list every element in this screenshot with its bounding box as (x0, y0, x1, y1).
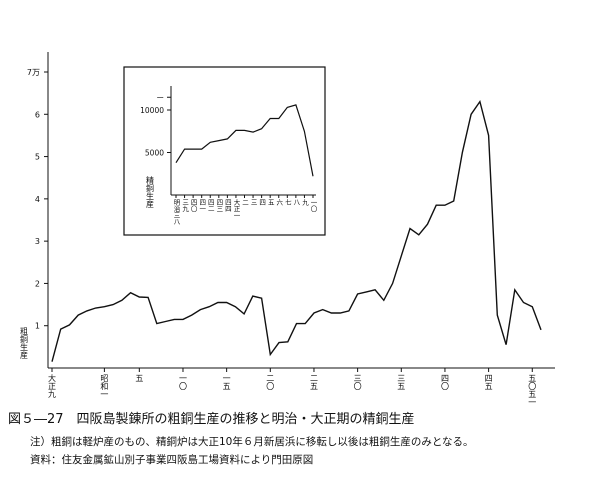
main-x-tick-label: 三五 (397, 374, 406, 390)
main-x-tick-label: 二五 (309, 374, 318, 390)
main-y-tick-label: 6 (35, 110, 40, 119)
main-x-ticks: 大正九 昭和一 五 一〇 一五 二〇 二五 三〇 三五 四〇 四五 五〇五一 (48, 368, 537, 405)
inset-x-tick-label: 六 (275, 198, 283, 207)
main-x-tick-label: 五 (135, 374, 144, 382)
figure-caption: 図５―27 四阪島製錬所の粗銅生産の推移と明治・大正期の精銅生産 (8, 412, 415, 427)
main-series-line (51, 99, 542, 362)
main-x-tick-label: 大正九 (48, 373, 57, 399)
main-y-ticks: 1 2 3 4 5 6 7万 (27, 68, 48, 331)
main-y-tick-label: 3 (35, 237, 40, 246)
main-y-tick-label: 7万 (27, 68, 40, 77)
inset-x-tick-label: 四〇 (189, 199, 197, 213)
main-y-tick-label: 1 (35, 322, 40, 331)
inset-x-tick-label: 明治三八 (172, 199, 180, 226)
inset-x-tick-label: 四四 (223, 199, 231, 213)
main-x-tick-label: 四〇 (440, 374, 449, 390)
inset-x-tick-label: 三九 (181, 199, 189, 214)
inset-y-axis-label: 精銅生産 (146, 175, 155, 209)
inset-x-tick-label: 三 (249, 199, 257, 206)
inset-x-tick-label: 四 (258, 199, 266, 206)
chart-figure: 1234567万 大正九 昭和一五一〇 一五 二〇 二五 三〇 三五 四〇 四五 五〇五一 粗銅生… (20, 52, 555, 405)
inset-x-tick-label: 四三 (215, 199, 223, 213)
main-x-tick-label: 一〇 (178, 374, 187, 390)
inset-x-tick-label: 四二 (206, 199, 214, 213)
inset-x-tick-label: 八 (292, 199, 300, 206)
inset-frame (123, 66, 326, 236)
inset-y-tick-label: ー (157, 93, 165, 102)
inset-series-line (175, 104, 314, 177)
main-y-tick-label: 5 (35, 153, 40, 162)
figure-note: 注）粗銅は軽炉産のもの、精銅炉は大正10年６月新居浜に移転し以後は粗銅生産のみと… (30, 436, 474, 448)
main-x-tick-label: 三〇 (353, 374, 362, 390)
main-x-tick-label: 昭和一 (100, 374, 109, 398)
inset-x-tick-label: 大正一 (232, 198, 240, 219)
inset-x-tick-label: 九 (300, 198, 308, 207)
inset-y-ticks: 5000 10000 ー (140, 93, 171, 158)
inset-y-tick-label: 10000 (140, 106, 164, 115)
main-x-tick-label: 一五 (222, 374, 231, 390)
figure-source: 資料：住友金属鉱山別子事業四阪島工場資料により門田原図 (30, 454, 314, 466)
main-y-tick-label: 4 (35, 195, 40, 204)
main-y-tick-label: 2 (35, 279, 40, 288)
main-y-axis-label: 粗銅生産 (20, 326, 29, 360)
inset-x-tick-label: 四一 (198, 199, 206, 212)
inset-y-tick-label: 5000 (145, 149, 164, 158)
inset-x-tick-label: 七 (283, 198, 291, 206)
main-x-tick-label: 五〇五一 (528, 374, 537, 405)
main-x-tick-label: 二〇 (266, 374, 275, 390)
inset-x-tick-label: 五 (266, 199, 274, 206)
inset-x-tick-label: 一〇 (309, 199, 317, 212)
main-x-tick-label: 四五 (484, 374, 493, 390)
inset-x-ticks: 明治三八 三九 四〇 四一 四二 四三 四四 大正一二三四五六七八九一〇 (172, 195, 317, 225)
inset-x-tick-label: 二 (241, 199, 249, 206)
